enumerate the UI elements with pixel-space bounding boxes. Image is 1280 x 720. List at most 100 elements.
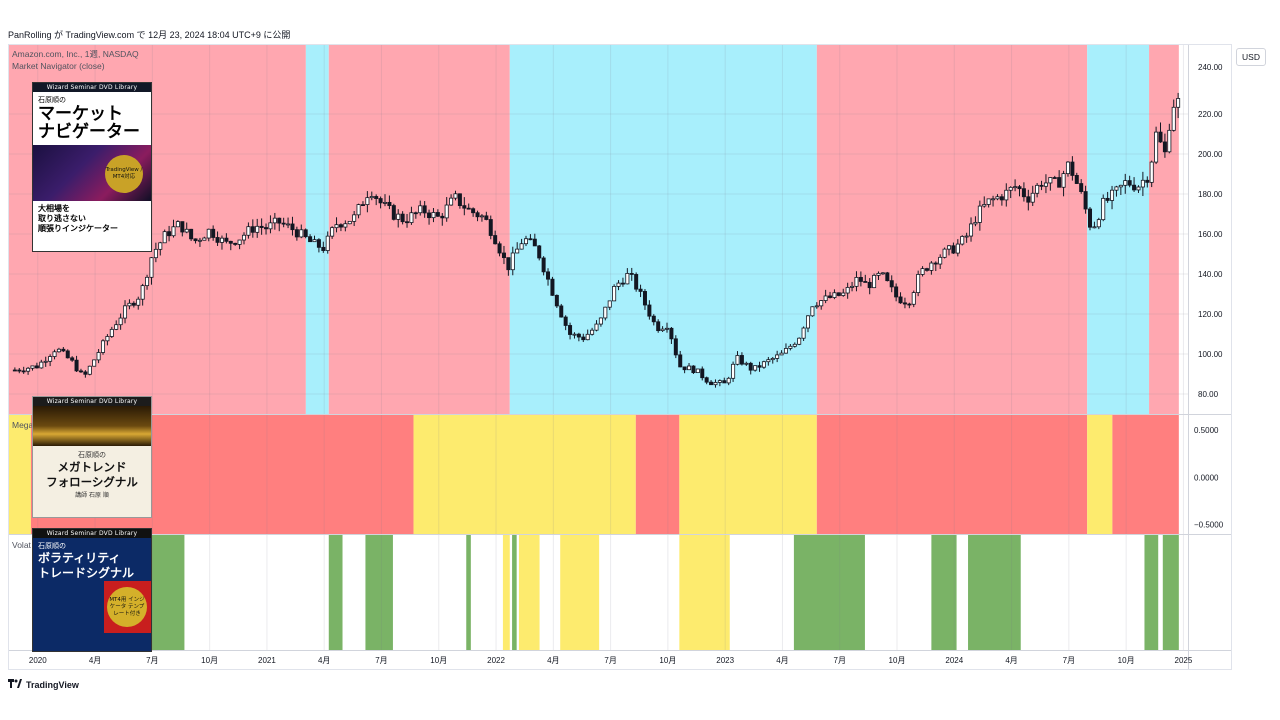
candle[interactable] xyxy=(1101,197,1106,221)
candle[interactable] xyxy=(197,239,202,242)
candle[interactable] xyxy=(682,366,687,371)
candle[interactable] xyxy=(449,197,454,206)
candle[interactable] xyxy=(1048,177,1053,184)
candle[interactable] xyxy=(422,205,427,214)
candle[interactable] xyxy=(629,273,634,275)
candle[interactable] xyxy=(625,273,630,285)
candle[interactable] xyxy=(61,348,66,352)
candle[interactable] xyxy=(30,365,35,369)
candle[interactable] xyxy=(374,196,379,199)
candle[interactable] xyxy=(12,369,17,372)
candle[interactable] xyxy=(435,212,440,217)
candle[interactable] xyxy=(660,328,665,332)
candle[interactable] xyxy=(92,359,97,367)
candle[interactable] xyxy=(876,272,881,276)
candle[interactable] xyxy=(638,288,643,292)
candle[interactable] xyxy=(1110,189,1115,201)
candle[interactable] xyxy=(330,227,335,237)
candle[interactable] xyxy=(678,354,683,368)
candle[interactable] xyxy=(206,228,211,239)
candle[interactable] xyxy=(594,323,599,331)
candle[interactable] xyxy=(1039,184,1044,187)
candle[interactable] xyxy=(1035,184,1040,194)
candle[interactable] xyxy=(145,276,150,287)
candle[interactable] xyxy=(766,359,771,363)
candle[interactable] xyxy=(757,365,762,368)
candle[interactable] xyxy=(581,336,586,341)
candle[interactable] xyxy=(704,377,709,383)
candle[interactable] xyxy=(924,268,929,271)
candle[interactable] xyxy=(964,235,969,238)
candle[interactable] xyxy=(991,198,996,201)
candle[interactable] xyxy=(52,351,57,357)
candle[interactable] xyxy=(1149,161,1154,183)
candle[interactable] xyxy=(162,231,167,244)
candle[interactable] xyxy=(431,212,436,219)
candle[interactable] xyxy=(947,245,952,250)
candle[interactable] xyxy=(312,239,317,243)
candle[interactable] xyxy=(920,268,925,275)
candle[interactable] xyxy=(268,222,273,230)
candle[interactable] xyxy=(39,361,44,369)
candle[interactable] xyxy=(620,282,625,285)
candle[interactable] xyxy=(383,201,388,204)
candle[interactable] xyxy=(105,336,110,342)
candle[interactable] xyxy=(127,302,132,307)
candle[interactable] xyxy=(880,272,885,275)
candle[interactable] xyxy=(1008,186,1013,191)
candle[interactable] xyxy=(999,196,1004,201)
candle[interactable] xyxy=(202,237,207,241)
candle[interactable] xyxy=(48,356,53,362)
candle[interactable] xyxy=(722,380,727,384)
candle[interactable] xyxy=(537,245,542,259)
candle[interactable] xyxy=(506,257,511,271)
candle[interactable] xyxy=(510,252,515,271)
candle[interactable] xyxy=(303,229,308,238)
candle[interactable] xyxy=(321,246,326,251)
candle[interactable] xyxy=(687,365,692,371)
candle[interactable] xyxy=(845,287,850,294)
candle[interactable] xyxy=(175,221,180,228)
candle[interactable] xyxy=(955,243,960,254)
candle[interactable] xyxy=(26,367,31,372)
candle[interactable] xyxy=(1021,188,1026,198)
candle[interactable] xyxy=(1154,131,1159,163)
candle[interactable] xyxy=(669,327,674,340)
candle[interactable] xyxy=(83,371,88,375)
candle[interactable] xyxy=(982,204,987,207)
candle[interactable] xyxy=(775,354,780,359)
candle[interactable] xyxy=(215,237,220,243)
candle[interactable] xyxy=(951,245,956,254)
candle[interactable] xyxy=(1079,183,1084,192)
candle[interactable] xyxy=(356,204,361,216)
candle[interactable] xyxy=(211,228,216,238)
candle[interactable] xyxy=(572,333,577,336)
candle[interactable] xyxy=(911,292,916,305)
candle[interactable] xyxy=(100,340,105,353)
candle[interactable] xyxy=(889,280,894,288)
candle[interactable] xyxy=(973,222,978,225)
candle[interactable] xyxy=(612,286,617,302)
candle[interactable] xyxy=(770,358,775,361)
candle[interactable] xyxy=(400,213,405,223)
candle[interactable] xyxy=(735,355,740,365)
candle[interactable] xyxy=(779,352,784,356)
candle[interactable] xyxy=(713,382,718,386)
candle[interactable] xyxy=(233,242,238,245)
candle[interactable] xyxy=(444,204,449,219)
candle[interactable] xyxy=(396,213,401,220)
candle[interactable] xyxy=(277,217,282,224)
candle[interactable] xyxy=(1145,179,1150,183)
candle[interactable] xyxy=(832,292,837,298)
candle[interactable] xyxy=(731,363,736,379)
candle[interactable] xyxy=(405,221,410,224)
candle[interactable] xyxy=(1065,161,1070,175)
candle[interactable] xyxy=(413,212,418,215)
candle[interactable] xyxy=(109,328,114,337)
candle[interactable] xyxy=(294,229,299,238)
candle[interactable] xyxy=(131,302,136,306)
candle[interactable] xyxy=(1057,177,1062,188)
candle[interactable] xyxy=(806,315,811,329)
candle[interactable] xyxy=(836,292,841,296)
candle[interactable] xyxy=(34,365,39,369)
